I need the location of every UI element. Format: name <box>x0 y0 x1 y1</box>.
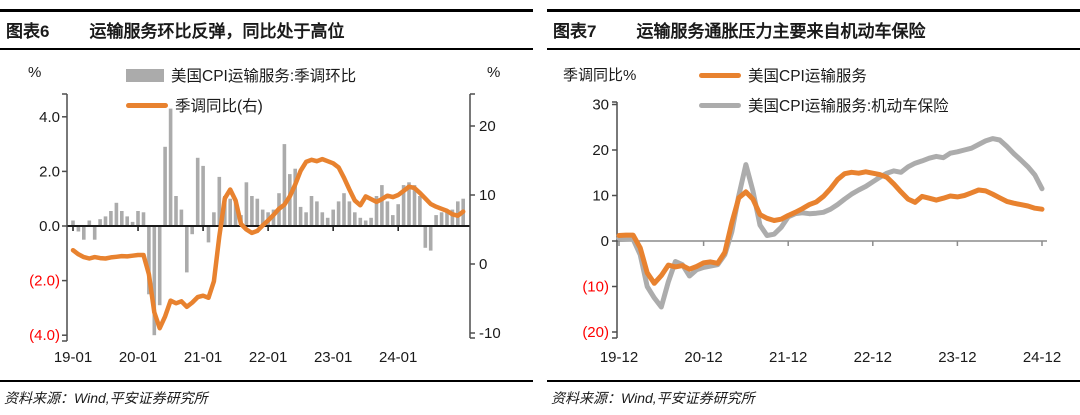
svg-text:22-01: 22-01 <box>249 349 287 366</box>
svg-text:(2.0): (2.0) <box>29 273 60 290</box>
bar-series-swatch-icon <box>126 68 164 82</box>
figure7-legend: 美国CPI运输服务 美国CPI运输服务:机动车保险 <box>699 62 949 122</box>
figure7-chart-area: 30 20 10 0 (10) (20) 19-12 20-12 21-12 22-12 23-12… <box>547 50 1080 380</box>
svg-text:(10): (10) <box>582 279 609 296</box>
svg-text:22-12: 22-12 <box>854 349 892 366</box>
figure6-source-note: 资料来源：Wind,平安证券研究所 <box>0 380 533 415</box>
figure7-panel: 图表7 运输服务通胀压力主要来自机动车保险 30 20 10 0 (10) (20) 19-… <box>547 0 1080 415</box>
left-axis-unit-label: % <box>28 64 42 81</box>
figure6-label: 图表6 <box>6 22 50 41</box>
legend-label-bar-series: 美国CPI运输服务:季调环比 <box>171 68 357 85</box>
legend-item-transport-series: 美国CPI运输服务 <box>699 62 949 88</box>
legend-item-line-series: 季调同比(右) <box>126 92 356 118</box>
svg-text:20: 20 <box>592 142 609 159</box>
legend-label-line-series: 季调同比(右) <box>175 98 263 115</box>
svg-text:20-12: 20-12 <box>684 349 722 366</box>
gray-line-swatch-icon <box>699 102 741 108</box>
figure7-source-note: 资料来源：Wind,平安证券研究所 <box>547 380 1080 415</box>
figure6-chart-area: 4.0 2.0 0.0 (2.0) (4.0) 20 10 0 -10 19-01 20-01 21-… <box>0 50 533 380</box>
figure7-label: 图表7 <box>553 22 597 41</box>
svg-text:0.0: 0.0 <box>39 218 60 235</box>
svg-text:(20): (20) <box>582 324 609 341</box>
svg-text:20: 20 <box>479 118 496 135</box>
svg-text:19-12: 19-12 <box>600 349 638 366</box>
legend-label-transport-series: 美国CPI运输服务 <box>748 68 867 85</box>
right-axis-unit-label: % <box>487 64 501 81</box>
svg-text:4.0: 4.0 <box>39 109 60 126</box>
svg-text:-10: -10 <box>479 325 501 342</box>
cpi-transport-vs-motor-insurance-chart: 30 20 10 0 (10) (20) 19-12 20-12 21-12 22-12 23-12… <box>582 97 1061 367</box>
figure7-title: 运输服务通胀压力主要来自机动车保险 <box>636 22 926 41</box>
svg-text:19-01: 19-01 <box>54 349 92 366</box>
svg-text:10: 10 <box>479 187 496 204</box>
figure6-title: 运输服务环比反弹，同比处于高位 <box>89 22 345 41</box>
figure6-title-row: 图表6 运输服务环比反弹，同比处于高位 <box>0 9 533 50</box>
orange-line-swatch-icon <box>699 72 741 78</box>
svg-text:10: 10 <box>592 188 609 205</box>
line-series-swatch-icon <box>126 102 168 108</box>
svg-text:24-12: 24-12 <box>1023 349 1061 366</box>
figure6-panel: 图表6 运输服务环比反弹，同比处于高位 4.0 2.0 0.0 (2.0) (4.0) 2… <box>0 0 533 415</box>
svg-text:30: 30 <box>592 97 609 114</box>
svg-text:20-01: 20-01 <box>119 349 157 366</box>
svg-text:23-12: 23-12 <box>938 349 976 366</box>
cpi-transport-mom-yoy-chart: 4.0 2.0 0.0 (2.0) (4.0) 20 10 0 -10 19-01 20-01 21-… <box>29 93 501 366</box>
svg-text:21-01: 21-01 <box>184 349 222 366</box>
svg-text:2.0: 2.0 <box>39 163 60 180</box>
svg-text:24-01: 24-01 <box>379 349 417 366</box>
legend-item-bar-series: 美国CPI运输服务:季调环比 <box>126 62 356 88</box>
svg-text:(4.0): (4.0) <box>29 327 60 344</box>
svg-text:0: 0 <box>601 233 609 250</box>
figure6-legend: 美国CPI运输服务:季调环比 季调同比(右) <box>126 62 356 122</box>
figure7-title-row: 图表7 运输服务通胀压力主要来自机动车保险 <box>547 9 1080 50</box>
legend-label-insurance-series: 美国CPI运输服务:机动车保险 <box>748 98 949 115</box>
legend-item-insurance-series: 美国CPI运输服务:机动车保险 <box>699 92 949 118</box>
svg-text:21-12: 21-12 <box>769 349 807 366</box>
svg-text:0: 0 <box>479 256 487 273</box>
y-axis-label: 季调同比% <box>563 67 637 84</box>
svg-text:23-01: 23-01 <box>314 349 352 366</box>
